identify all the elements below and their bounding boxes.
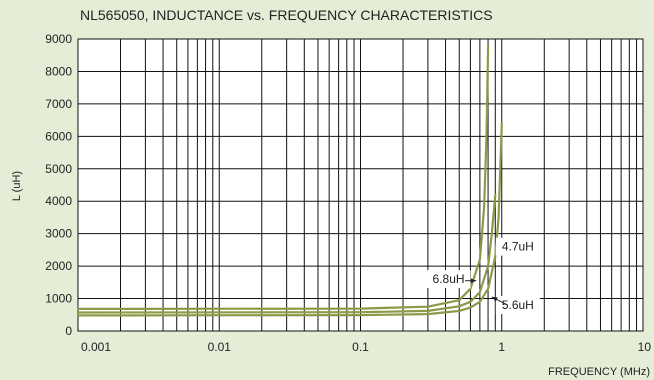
y-tick-label: 6000 [45,129,72,143]
y-tick-label: 4000 [45,194,72,208]
series-line-47uh [76,122,503,317]
plot-border [77,38,644,332]
annotation-arrowhead [491,296,498,302]
annotation-box [426,270,471,289]
annotation-box [495,237,540,256]
y-tick-label: 0 [65,324,72,338]
annotation-label: 5.6uH [502,298,534,312]
x-tick-label: 0.01 [208,340,232,354]
x-tick-label: 0.1 [352,340,369,354]
x-tick-label: 0.001 [81,340,111,354]
y-tick-label: 8000 [45,64,72,78]
series-group [76,45,503,317]
annotation-box [495,296,540,315]
y-tick-label: 7000 [45,97,72,111]
y-tick-label: 3000 [45,227,72,241]
x-tick-label: 10 [638,340,652,354]
annotations: 6.8uH 4.7uH 5.6uH [426,237,540,315]
y-tick-label: 9000 [45,32,72,46]
annotation-arrowhead [470,278,477,284]
y-tick-label: 1000 [45,292,72,306]
chart-title: NL565050, INDUCTANCE vs. FREQUENCY CHARA… [80,7,493,23]
tick-labels: 0 1000 2000 3000 4000 5000 6000 7000 8000 9000 0.0… [45,32,651,354]
y-tick-label: 2000 [45,259,72,273]
x-tick-label: 1 [498,340,505,354]
annotation-label: 4.7uH [502,240,534,254]
series-line-68uh [76,45,490,310]
series-line-56uh [76,193,497,314]
y-tick-label: 5000 [45,162,72,176]
grid [77,38,644,332]
annotation-label: 6.8uH [433,272,465,286]
x-axis-label: FREQUENCY (MHz) [548,366,650,378]
y-axis-label: L (uH) [11,171,23,201]
